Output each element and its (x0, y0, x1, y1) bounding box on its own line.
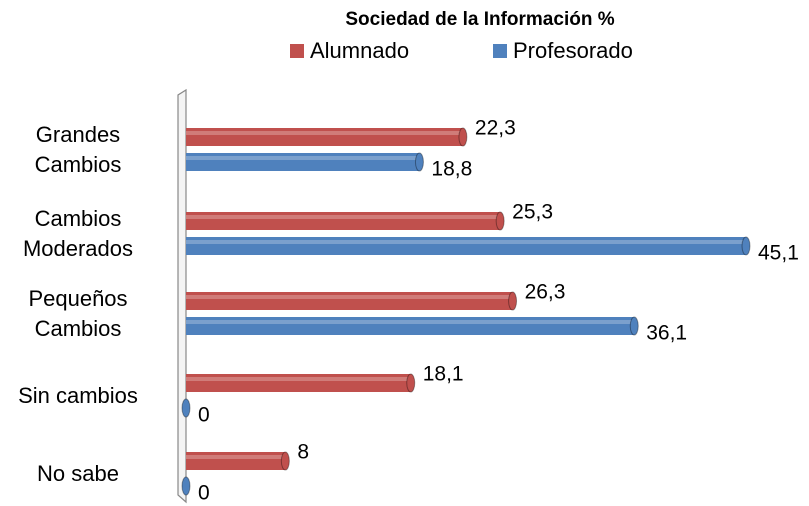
data-label: 18,1 (423, 363, 464, 386)
category-label: Pequeños Cambios (28, 286, 128, 341)
category-label: Cambios Moderados (22, 206, 134, 261)
bar (186, 316, 639, 336)
bar (186, 291, 518, 311)
data-label: 0 (198, 404, 210, 427)
bar (181, 476, 191, 496)
data-label: 45,1 (758, 242, 799, 265)
category-label: Grandes Cambios (34, 122, 122, 177)
data-label: 26,3 (525, 281, 566, 304)
bar (186, 373, 416, 393)
data-label: 36,1 (646, 322, 687, 345)
bar (181, 398, 191, 418)
data-label: 0 (198, 482, 210, 505)
bar (186, 211, 505, 231)
category-label: No sabe (37, 461, 119, 486)
chart-title: Sociedad de la Información % (345, 9, 614, 30)
axis-wall (177, 88, 187, 504)
legend-swatch (493, 44, 507, 58)
data-label: 8 (297, 441, 309, 464)
legend-label: Alumnado (310, 38, 409, 63)
data-label: 18,8 (431, 158, 472, 181)
bar (186, 236, 751, 256)
legend-swatch (290, 44, 304, 58)
bar (186, 152, 424, 172)
data-label: 22,3 (475, 117, 516, 140)
legend-label: Profesorado (513, 38, 633, 63)
data-label: 25,3 (512, 201, 553, 224)
category-label: Sin cambios (18, 383, 138, 408)
bar (186, 451, 290, 471)
bar (186, 127, 468, 147)
